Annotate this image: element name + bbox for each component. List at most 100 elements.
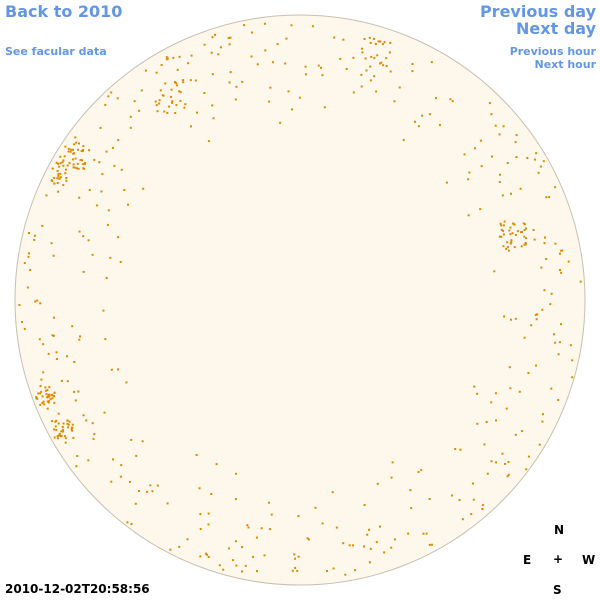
facula-point	[368, 528, 370, 531]
facula-point	[345, 68, 348, 70]
facula-point	[98, 161, 101, 164]
facula-point	[204, 552, 207, 555]
facula-point	[244, 564, 247, 567]
facula-point	[140, 89, 143, 92]
facula-point	[527, 372, 530, 374]
facula-point	[178, 545, 181, 548]
facula-point	[168, 105, 171, 108]
facula-point	[495, 419, 497, 422]
facula-point	[129, 115, 132, 118]
facula-point	[169, 548, 172, 551]
facula-point	[561, 249, 564, 252]
facula-point	[311, 25, 314, 28]
facula-point	[67, 426, 70, 429]
facula-point	[506, 162, 509, 164]
facula-point	[37, 392, 40, 395]
facula-point	[151, 490, 154, 493]
facula-point	[234, 498, 237, 501]
facula-point	[364, 57, 367, 60]
next-day-link[interactable]: Next day	[516, 19, 596, 38]
facula-point	[51, 167, 54, 170]
facula-point	[117, 368, 119, 371]
facula-point	[72, 148, 74, 151]
facula-point	[138, 109, 141, 112]
facula-point	[510, 318, 512, 321]
facula-point	[508, 366, 511, 369]
facula-point	[170, 88, 173, 91]
facula-point	[542, 160, 545, 163]
facula-point	[482, 504, 484, 507]
facula-point	[61, 428, 64, 431]
facula-point	[110, 91, 113, 94]
facula-point	[54, 425, 57, 428]
facula-point	[369, 42, 372, 44]
facula-point	[57, 162, 60, 165]
facula-point	[241, 570, 243, 573]
facula-point	[483, 443, 486, 446]
facula-point	[130, 523, 133, 525]
facula-point	[51, 397, 54, 400]
facula-point	[45, 194, 48, 197]
facula-point	[557, 353, 560, 356]
facula-point	[76, 162, 79, 165]
facula-point	[490, 113, 493, 116]
facula-point	[255, 536, 258, 539]
facula-point	[60, 430, 63, 433]
back-to-year-link[interactable]: Back to 2010	[5, 2, 123, 21]
facula-point	[170, 95, 172, 98]
facula-point	[320, 66, 322, 69]
facula-point	[158, 102, 161, 105]
facula-point	[217, 53, 220, 56]
previous-day-link[interactable]: Previous day	[479, 2, 596, 21]
previous-hour-link[interactable]: Previous hour	[509, 45, 596, 58]
see-facular-data-link[interactable]: See facular data	[5, 45, 107, 58]
facula-point	[260, 527, 263, 530]
facula-point	[57, 422, 60, 425]
facula-point	[494, 124, 497, 127]
facula-point	[81, 150, 84, 153]
facula-point	[227, 37, 230, 40]
facula-point	[39, 385, 42, 387]
facula-point	[141, 440, 144, 443]
facula-point	[414, 120, 416, 123]
facula-point	[71, 158, 74, 161]
facula-point	[61, 426, 64, 428]
facula-point	[85, 419, 88, 422]
facula-point	[72, 166, 75, 169]
facula-point	[56, 182, 59, 184]
facula-point	[514, 317, 517, 320]
facula-point	[63, 435, 66, 438]
facula-point	[144, 69, 147, 72]
facula-point	[51, 420, 54, 423]
facula-point	[536, 313, 539, 316]
facula-point	[64, 441, 67, 444]
facula-point	[523, 336, 526, 339]
facula-point	[117, 236, 120, 239]
facula-point	[339, 57, 342, 60]
facula-point	[488, 102, 491, 105]
facula-point	[212, 117, 215, 120]
facula-point	[42, 343, 45, 346]
facula-point	[78, 230, 81, 233]
facula-point	[92, 437, 95, 440]
facula-point	[62, 430, 65, 433]
facula-point	[393, 538, 396, 541]
facula-point	[507, 461, 510, 463]
facula-point	[252, 555, 255, 558]
facula-point	[53, 182, 56, 185]
facula-point	[521, 231, 523, 233]
facula-point	[417, 471, 420, 473]
facula-point	[331, 491, 334, 494]
facula-point	[42, 400, 45, 403]
facula-point	[499, 222, 502, 225]
facula-point	[297, 555, 300, 558]
facula-point	[509, 242, 512, 245]
facula-point	[363, 504, 366, 506]
facula-point	[451, 494, 453, 497]
next-hour-link[interactable]: Next hour	[534, 58, 597, 71]
facula-point	[251, 31, 253, 34]
facula-point	[369, 79, 372, 82]
facula-point	[294, 566, 297, 569]
facula-point	[195, 454, 198, 456]
facula-point	[515, 156, 518, 159]
